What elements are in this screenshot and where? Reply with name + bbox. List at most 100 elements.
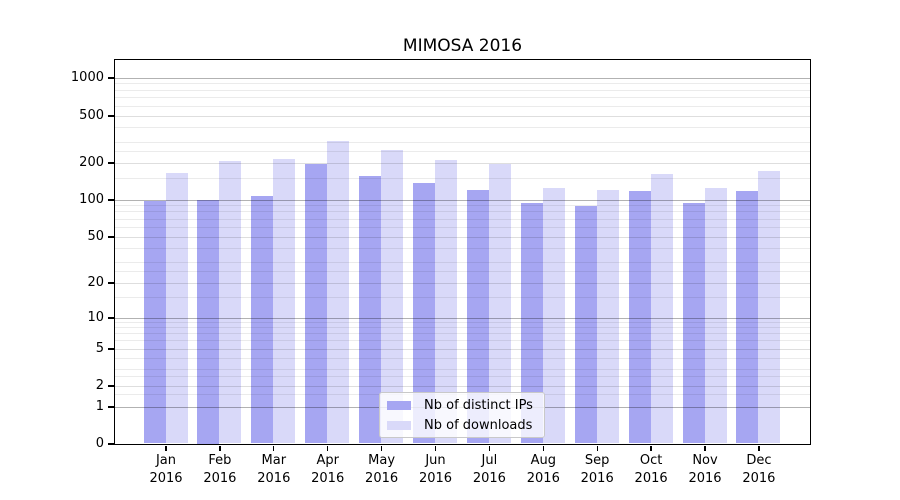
x-tick [380,445,383,451]
gridline [114,89,810,91]
x-tick-label: Nov 2016 [688,453,722,486]
x-tick-label: Dec 2016 [742,453,776,486]
y-tick [108,236,114,238]
gridline [114,271,810,273]
bar-downloads-jul [488,163,511,444]
legend-label-distinct-ips: Nb of distinct IPs [424,397,533,413]
bar-distinct-ips-jan [143,201,166,444]
bar-distinct-ips-may [359,176,382,444]
y-tick-label: 50 [87,229,104,244]
x-tick [327,445,329,451]
y-tick-label: 2 [95,378,104,393]
x-tick [273,445,275,451]
gridline [114,97,810,99]
gridline [114,247,810,249]
gridline [114,126,810,128]
gridline [114,297,810,299]
y-tick [108,385,114,387]
bar-downloads-nov [704,188,727,444]
bar-downloads-mar [273,158,296,444]
x-tick [650,445,652,451]
x-tick [758,445,760,451]
x-tick [434,445,437,451]
x-tick-label: Aug 2016 [526,453,560,486]
x-tick [596,445,598,451]
y-tick-label: 1000 [70,70,104,85]
chart-title: MIMOSA 2016 [402,36,523,56]
bar-downloads-jun [435,159,457,444]
x-tick-label: Jan 2016 [149,453,183,486]
y-tick-label: 20 [87,275,104,290]
y-tick [108,282,114,284]
x-tick-label: Feb 2016 [203,453,237,486]
legend-item-downloads: Nb of downloads [380,418,544,433]
gridline [114,218,810,220]
bar-distinct-ips-mar [251,196,274,444]
gridline [114,211,810,213]
gridline [114,105,810,107]
gridline [114,77,810,79]
bar-distinct-ips-nov [682,203,705,444]
legend-swatch-downloads [387,420,411,430]
bar-downloads-apr [327,140,350,444]
gridline [114,83,810,85]
bar-distinct-ips-aug [520,202,543,444]
bar-downloads-feb [219,161,242,444]
x-tick-label: Oct 2016 [634,453,668,486]
gridline [114,236,810,238]
y-tick-label: 5 [95,341,104,356]
x-tick-label: Mar 2016 [257,453,291,486]
x-tick-label: Jun 2016 [418,453,453,486]
gridline [114,322,810,324]
gridline [114,151,810,153]
y-tick-label: 0 [95,436,104,451]
bar-downloads-may [381,150,404,444]
gridline [114,199,810,201]
bar-distinct-ips-jun [413,183,435,444]
y-tick-label: 500 [79,108,104,123]
bar-downloads-aug [542,188,565,444]
gridline [114,141,810,143]
bar-downloads-dec [758,170,781,444]
x-tick [488,445,491,451]
gridline [114,226,810,228]
legend: Nb of distinct IPs Nb of downloads [379,392,545,438]
x-tick-label: Jul 2016 [472,453,506,486]
gridline [114,162,810,164]
y-tick [108,199,114,201]
x-tick [542,445,544,451]
gridline [114,376,810,378]
gridline [114,333,810,335]
legend-label-downloads: Nb of downloads [424,417,533,433]
gridline [114,115,810,117]
legend-item-distinct-ips: Nb of distinct IPs [380,398,544,413]
x-tick [704,445,706,451]
gridline [114,177,810,179]
y-tick [108,443,114,445]
gridline [114,340,810,342]
bar-distinct-ips-dec [736,190,759,444]
y-tick [108,77,114,79]
gridline [114,327,810,329]
gridline [114,357,810,359]
y-tick-label: 100 [79,192,104,207]
bar-distinct-ips-oct [628,190,651,444]
y-tick [108,115,114,117]
x-tick [165,445,167,451]
x-tick-label: May 2016 [365,453,399,486]
gridline [114,205,810,207]
bar-distinct-ips-jul [466,189,489,444]
gridline [114,262,810,264]
x-tick-label: Apr 2016 [311,453,345,486]
bar-distinct-ips-sep [574,206,597,444]
bar-downloads-oct [650,173,673,444]
y-tick [108,406,114,408]
y-tick [108,348,114,350]
plot-area [113,58,811,445]
gridline [114,385,810,387]
legend-swatch-distinct-ips [387,400,411,410]
gridline [114,369,810,371]
bar-downloads-sep [596,189,619,444]
y-tick-label: 10 [87,310,104,325]
